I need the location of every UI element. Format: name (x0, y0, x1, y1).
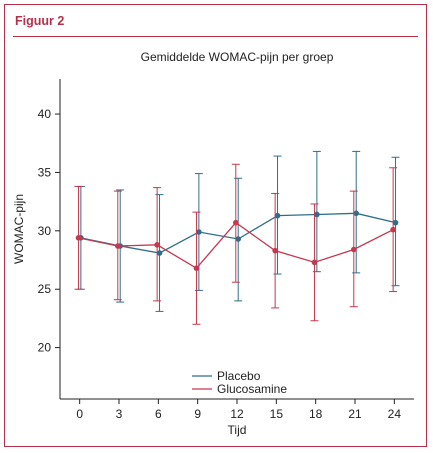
chart-title: Gemiddelde WOMAC-pijn per groep (141, 50, 334, 64)
data-point (353, 210, 360, 217)
data-point (274, 212, 281, 219)
data-point (311, 259, 318, 266)
plot-area: 20 25 30 35 40 0 3 6 9 12 15 18 21 24 (38, 79, 414, 421)
data-point (314, 211, 320, 218)
x-axis-title: Tijd (228, 423, 247, 437)
y-axis-title: WOMAC-pijn (12, 194, 26, 264)
x-tick-label: 0 (76, 407, 83, 421)
data-point (233, 219, 239, 226)
data-point (156, 250, 163, 256)
x-tick-label: 12 (230, 407, 244, 421)
data-point (235, 236, 241, 242)
legend-label: Glucosamine (217, 382, 287, 396)
x-tick-label: 6 (155, 407, 162, 421)
data-point (154, 242, 160, 248)
series-glucosamine (74, 163, 398, 325)
data-point (272, 247, 278, 254)
y-tick-label: 20 (38, 341, 52, 355)
data-point (351, 246, 357, 253)
data-point (75, 235, 82, 241)
x-tick-label: 3 (116, 407, 123, 421)
x-tick-label: 15 (270, 407, 284, 421)
legend-item-placebo: Placebo (192, 369, 261, 383)
figure-label: Figuur 2 (15, 14, 65, 28)
data-point (196, 229, 202, 235)
data-point (390, 226, 396, 233)
x-tick-label: 18 (309, 407, 323, 421)
data-point (392, 219, 399, 226)
y-tick-label: 30 (38, 224, 52, 238)
data-point (193, 265, 200, 271)
legend-item-glucosamine: Glucosamine (192, 382, 287, 396)
x-tick-label: 24 (388, 407, 402, 421)
x-tick-label: 9 (194, 407, 201, 421)
y-tick-label: 35 (38, 165, 52, 179)
series-placebo (76, 150, 400, 312)
x-tick-label: 21 (348, 407, 362, 421)
y-tick-label: 40 (38, 107, 52, 121)
legend-label: Placebo (217, 369, 261, 383)
y-tick-label: 25 (38, 282, 52, 296)
figure-rule (13, 36, 418, 37)
data-point (115, 243, 121, 249)
